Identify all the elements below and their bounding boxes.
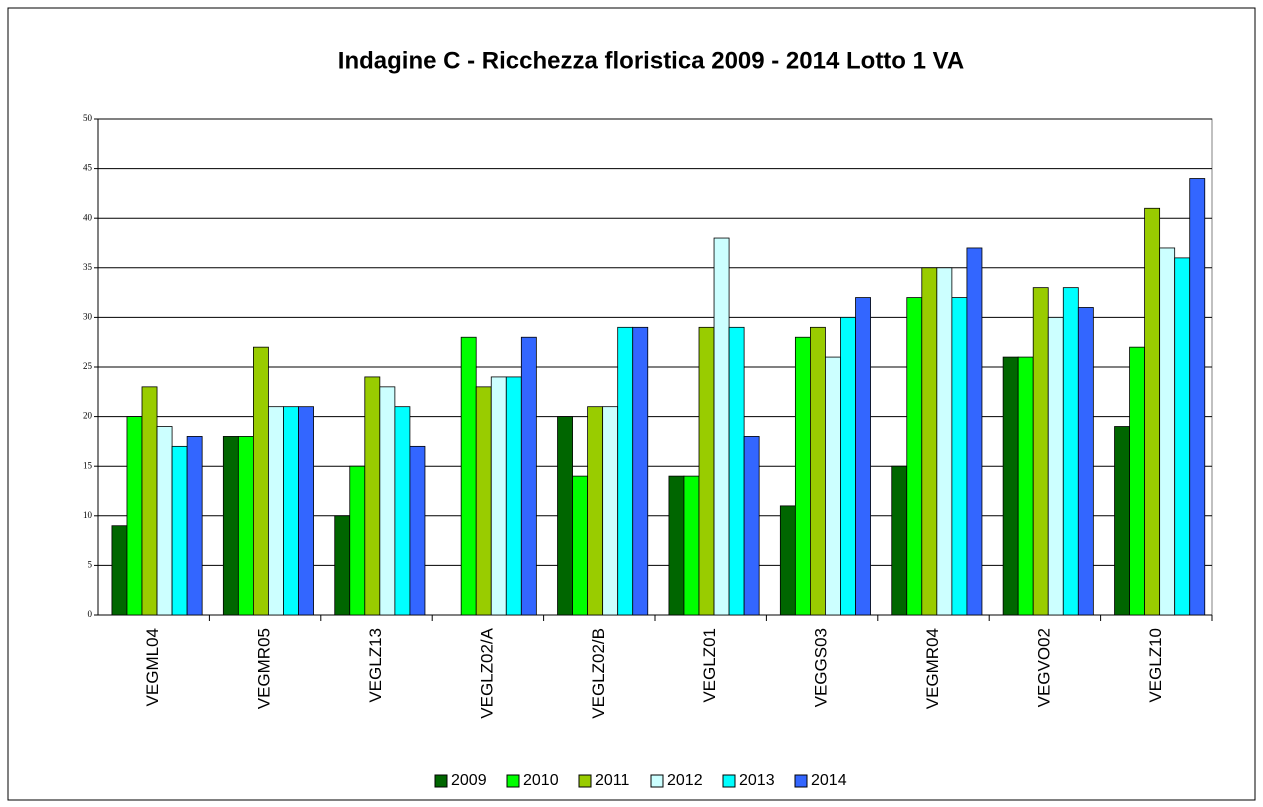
bar — [713, 237, 730, 616]
bar — [668, 475, 685, 616]
bar — [840, 316, 856, 616]
bar — [743, 436, 760, 616]
y-tick-label: 5 — [88, 559, 93, 569]
bar — [906, 297, 923, 616]
chart-title: Indagine C - Ricchezza floristica 2009 -… — [338, 47, 964, 74]
bar — [237, 436, 254, 616]
bar — [379, 386, 396, 616]
bar — [111, 525, 128, 616]
bar — [632, 326, 649, 616]
y-tick-label: 10 — [83, 510, 93, 520]
bar — [156, 426, 173, 616]
y-tick-label: 25 — [83, 361, 93, 371]
legend-swatch — [506, 774, 520, 788]
bar — [394, 406, 411, 616]
bar — [1189, 178, 1206, 616]
legend-swatch — [722, 774, 736, 788]
bar — [951, 297, 968, 616]
bar — [617, 326, 634, 616]
bar — [1159, 247, 1176, 616]
bar — [334, 515, 351, 616]
bar — [490, 376, 507, 616]
x-tick-label: VEGLZ02/B — [589, 628, 608, 719]
legend-swatch — [434, 774, 448, 788]
bar — [855, 297, 871, 616]
bar — [602, 406, 619, 616]
bar — [1047, 316, 1064, 616]
bar — [268, 406, 284, 616]
legend-label: 2014 — [811, 772, 847, 789]
bar — [364, 376, 381, 616]
x-tick-label: VEGGS03 — [812, 628, 831, 707]
bar — [222, 436, 239, 616]
bar — [1144, 207, 1161, 616]
bar — [505, 376, 522, 616]
bar — [126, 416, 143, 616]
legend-swatch — [650, 774, 664, 788]
x-tick-label: VEGLZ01 — [700, 628, 719, 703]
bar — [921, 267, 938, 616]
bar — [460, 336, 477, 616]
legend-label: 2013 — [739, 772, 775, 789]
y-tick-label: 15 — [83, 460, 93, 470]
bar — [587, 406, 604, 616]
bar — [409, 445, 426, 616]
bar — [1077, 307, 1094, 616]
bar — [1017, 356, 1034, 616]
bar — [1002, 356, 1019, 616]
bar — [171, 445, 188, 616]
bar — [475, 386, 492, 616]
x-tick-label: VEGVO02 — [1034, 628, 1053, 707]
legend-swatch — [794, 774, 808, 788]
bar — [520, 336, 537, 616]
y-tick-label: 30 — [83, 311, 93, 321]
bar — [186, 436, 203, 616]
x-tick-label: VEGMR05 — [255, 628, 274, 709]
y-tick-label: 35 — [83, 262, 93, 272]
bar — [1062, 287, 1079, 616]
bar — [1129, 346, 1146, 616]
bar — [141, 386, 158, 616]
bar — [283, 406, 299, 616]
bar — [683, 475, 700, 616]
bar — [298, 406, 314, 616]
bar — [891, 465, 908, 616]
legend-label: 2011 — [595, 772, 630, 789]
bar — [794, 336, 811, 616]
bar — [728, 326, 745, 616]
x-tick-label: VEGLZ13 — [366, 628, 385, 703]
bar — [966, 247, 983, 616]
legend-label: 2012 — [667, 772, 703, 789]
legend-swatch — [578, 774, 592, 788]
bar — [825, 356, 841, 616]
bar — [557, 416, 573, 616]
x-tick-label: VEGLZ10 — [1146, 628, 1165, 703]
y-tick-label: 50 — [83, 113, 93, 123]
bar — [810, 326, 826, 616]
bar — [779, 505, 796, 616]
bar — [1114, 426, 1130, 616]
legend-label: 2009 — [451, 772, 487, 789]
y-tick-label: 40 — [83, 212, 93, 222]
bar — [572, 475, 589, 616]
y-tick-label: 0 — [88, 609, 93, 619]
legend-label: 2010 — [523, 772, 559, 789]
bar — [936, 267, 953, 616]
bar — [1032, 287, 1049, 616]
y-tick-label: 20 — [83, 411, 93, 421]
x-tick-label: VEGML04 — [143, 628, 162, 706]
x-tick-label: VEGMR04 — [923, 628, 942, 709]
y-tick-label: 45 — [83, 163, 93, 173]
bar — [253, 346, 269, 616]
bar — [349, 465, 366, 616]
bar — [698, 326, 715, 616]
x-tick-label: VEGLZ02/A — [477, 627, 496, 718]
bar — [1174, 257, 1191, 616]
